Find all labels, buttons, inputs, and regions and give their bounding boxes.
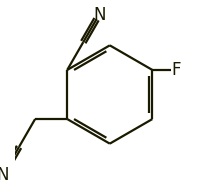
- Text: N: N: [93, 6, 106, 24]
- Text: F: F: [171, 61, 181, 79]
- Text: N: N: [0, 166, 9, 184]
